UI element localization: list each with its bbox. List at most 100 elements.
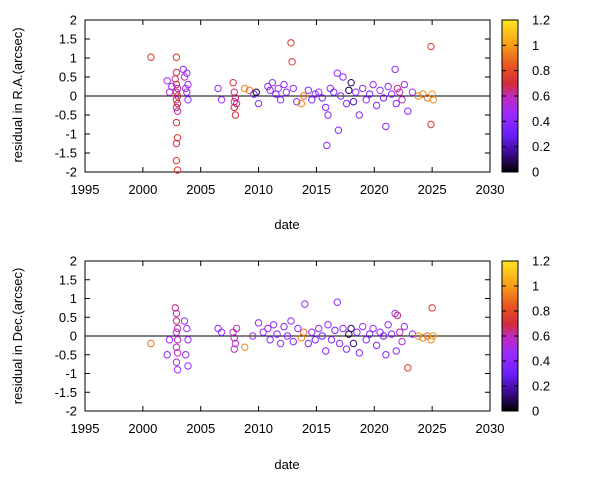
data-point — [335, 339, 344, 348]
data-point — [339, 73, 347, 81]
data-point — [387, 90, 396, 98]
data-point — [387, 330, 396, 338]
data-point — [293, 98, 301, 106]
data-point — [315, 324, 323, 333]
data-point — [304, 86, 313, 95]
data-point — [311, 90, 319, 98]
y-tick-label: -1 — [65, 127, 77, 142]
colorbar-tick-label: 0.4 — [532, 354, 550, 369]
data-point — [428, 90, 436, 98]
data-point — [230, 334, 238, 342]
data-point — [301, 300, 309, 308]
dec-y-ticks: -2 -1.5 -1 -0.5 0 0.5 1 1.5 2 — [55, 254, 490, 419]
data-point — [362, 336, 370, 344]
data-point — [372, 341, 381, 350]
data-point — [400, 80, 409, 89]
y-tick-label: 2 — [70, 254, 77, 269]
data-point — [352, 88, 360, 96]
data-point — [173, 99, 182, 108]
data-point — [173, 134, 182, 142]
data-point — [217, 328, 226, 336]
y-tick-label: 0 — [70, 89, 77, 104]
data-point — [355, 349, 363, 357]
dec-colorbar: 0 0.2 0.4 0.6 0.8 1 1.2 — [501, 254, 550, 419]
data-point — [231, 111, 240, 119]
x-tick-label: 2015 — [302, 182, 331, 197]
data-point — [324, 111, 332, 119]
data-point — [330, 88, 338, 96]
data-point — [230, 98, 238, 106]
x-tick-label: 2000 — [128, 182, 157, 197]
data-point — [404, 107, 412, 115]
data-point — [171, 75, 179, 83]
data-point — [391, 309, 399, 318]
data-point — [311, 336, 319, 344]
data-point — [172, 328, 181, 336]
data-point — [172, 139, 181, 148]
data-point — [280, 322, 288, 331]
data-point — [287, 39, 295, 47]
data-point — [300, 92, 308, 100]
colorbar-tick-label: 0.8 — [532, 304, 550, 319]
data-point — [172, 88, 181, 96]
x-tick-label: 2020 — [360, 182, 389, 197]
data-point — [214, 324, 222, 333]
data-point — [333, 298, 341, 306]
colorbar-tick-label: 0.8 — [532, 63, 550, 78]
dec-x-ticks: 1995 2000 2005 2010 2015 2020 2025 2030 — [71, 261, 504, 436]
data-point — [172, 317, 181, 325]
data-point — [392, 347, 400, 355]
data-point — [172, 156, 181, 165]
data-point — [173, 92, 182, 100]
data-point — [408, 88, 417, 96]
data-point — [254, 319, 263, 327]
y-tick-label: -2 — [65, 404, 77, 419]
colorbar-tick-label: 1 — [532, 279, 539, 294]
data-point — [428, 304, 436, 312]
data-point — [172, 309, 181, 318]
data-point — [323, 141, 331, 150]
data-point — [376, 86, 384, 95]
data-point — [165, 336, 174, 344]
data-point — [362, 96, 370, 104]
data-point — [304, 339, 313, 348]
data-point — [179, 65, 188, 74]
data-point — [331, 326, 339, 335]
data-point — [147, 339, 155, 348]
data-point — [308, 96, 316, 104]
ra-x-axis-label: date — [274, 217, 299, 232]
colorbar-tick-label: 0.6 — [532, 329, 550, 344]
data-point — [289, 84, 297, 93]
y-tick-label: -1.5 — [55, 146, 77, 161]
data-point — [369, 324, 377, 333]
data-point — [172, 80, 181, 89]
data-point — [318, 94, 326, 102]
data-point — [427, 42, 435, 51]
data-point — [180, 73, 189, 81]
y-tick-label: 1.5 — [59, 32, 77, 47]
data-point — [172, 103, 181, 112]
data-point — [414, 332, 422, 340]
data-point — [264, 82, 272, 91]
colorbar-tick-label: 1.2 — [532, 254, 550, 269]
data-point — [231, 339, 240, 348]
data-point — [300, 328, 308, 336]
x-tick-label: 2020 — [360, 421, 389, 436]
data-point — [232, 324, 241, 333]
dec-points — [147, 298, 437, 374]
data-point — [379, 332, 388, 340]
data-point — [400, 322, 409, 331]
data-point — [240, 343, 249, 351]
data-point — [230, 345, 238, 353]
data-point — [372, 101, 381, 110]
x-tick-label: 2010 — [244, 421, 273, 436]
data-point — [398, 337, 406, 346]
x-tick-label: 2010 — [244, 182, 273, 197]
ra-colorbar: 0 0.2 0.4 0.6 0.8 1 1.2 — [501, 13, 550, 180]
data-point — [250, 90, 258, 98]
data-point — [419, 90, 427, 98]
data-point — [321, 103, 330, 112]
data-point — [326, 84, 335, 93]
ra-colorbar-ticks: 0 0.2 0.4 0.6 0.8 1 1.2 — [502, 13, 550, 180]
ra-y-axis-label: residual in R.A.(arcsec) — [10, 27, 25, 162]
